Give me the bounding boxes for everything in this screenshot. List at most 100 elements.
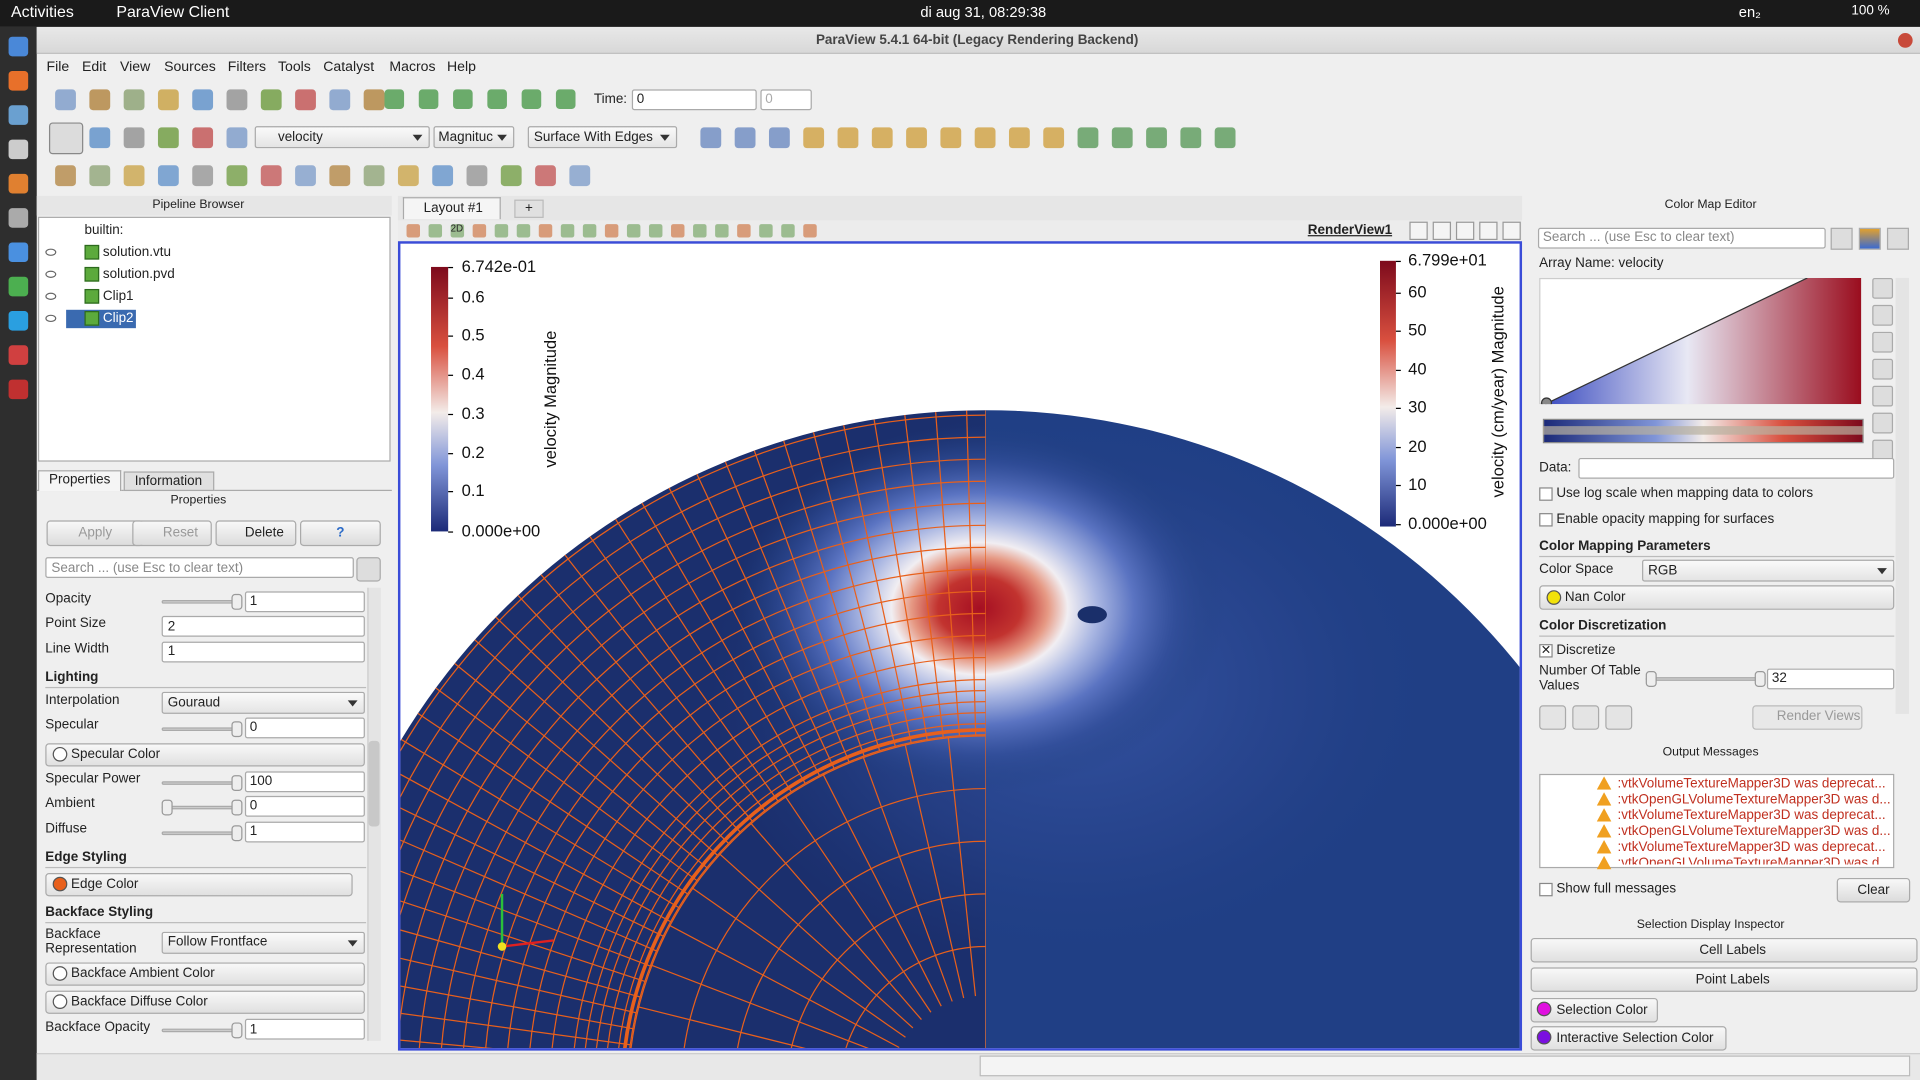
button[interactable] [1530,997,1658,1023]
pipeline-item[interactable]: Clip1 [102,288,134,304]
button[interactable] [1530,967,1918,992]
button[interactable] [215,520,297,547]
app-menu[interactable]: ParaView Client [116,2,230,21]
combo-box[interactable] [527,126,678,149]
view-tool[interactable] [560,224,575,238]
view-tool[interactable] [406,224,420,238]
input-field[interactable] [244,821,365,843]
slider-track[interactable] [161,1028,238,1033]
view-control[interactable] [1409,221,1428,240]
message[interactable]: :vtkVolumeTextureMapper3D was deprecat..… [1617,776,1886,792]
pipeline-item[interactable]: Clip2 [102,311,134,326]
input-field[interactable] [244,1018,365,1040]
view-tool[interactable] [538,224,553,238]
view-tool[interactable] [759,224,773,238]
tool-button[interactable] [500,165,522,187]
tool-button[interactable] [1872,331,1894,353]
tool-button[interactable] [123,89,145,111]
message[interactable]: :vtkOpenGLVolumeTextureMapper3D was d... [1617,824,1891,839]
view-tool[interactable] [803,224,817,238]
view-tool[interactable] [582,224,597,238]
new-tab[interactable]: + [525,200,533,216]
checkbox-label[interactable]: Show full messages [1556,881,1677,897]
tool-button[interactable] [295,89,316,111]
input-field[interactable] [244,771,365,793]
input-field[interactable] [161,641,365,663]
tool-button[interactable] [55,89,76,111]
tab-active[interactable] [37,470,122,492]
menu-item[interactable]: Edit [82,60,107,75]
clock[interactable]: di aug 31, 08:29:38 [920,3,1047,21]
tool-button[interactable] [363,165,385,187]
tool-button[interactable] [55,165,76,187]
tool-button-active[interactable] [48,122,84,155]
view-tool[interactable] [715,224,729,238]
dock-icon[interactable] [8,139,29,160]
tool-button[interactable] [192,127,214,149]
slider-handle[interactable] [231,775,243,792]
tool-button[interactable] [157,89,179,111]
tab[interactable]: Properties [48,472,111,488]
message[interactable]: :vtkOpenGLVolumeTextureMapper3D was d... [1617,792,1891,807]
tool-button[interactable] [1872,385,1894,407]
tool-button[interactable] [768,127,790,149]
tool-button[interactable] [521,89,542,109]
tool-button[interactable] [1572,705,1600,730]
eye-icon[interactable] [45,314,57,323]
combo-box[interactable] [161,931,365,954]
tool-button[interactable] [837,127,859,149]
tab[interactable] [514,199,544,218]
pipeline-item[interactable]: solution.vtu [102,244,172,260]
menu-item[interactable]: Help [446,60,476,75]
tool-button[interactable] [1146,127,1167,149]
dock-icon[interactable] [8,173,29,194]
view-control[interactable] [1455,221,1475,240]
tool-button[interactable] [432,165,454,187]
button[interactable] [1539,585,1895,610]
view-control[interactable] [1432,221,1452,240]
input-field[interactable] [244,717,365,739]
input-field[interactable] [760,89,812,111]
tool-button[interactable] [295,165,316,187]
tool-button[interactable] [226,127,248,149]
tool-button[interactable] [329,165,351,187]
activities-button[interactable]: Activities [11,2,74,21]
input-field[interactable] [161,615,365,637]
message[interactable]: :vtkVolumeTextureMapper3D was deprecat..… [1617,808,1886,823]
button-label[interactable]: ? [336,525,345,540]
transfer-function[interactable] [1539,277,1862,405]
slider-track[interactable] [161,831,238,836]
dock-icon[interactable] [8,311,29,331]
slider-handle[interactable] [231,593,243,610]
tab-active[interactable] [402,197,501,220]
button[interactable] [45,990,365,1014]
source-icon[interactable] [84,266,100,282]
checkbox-label[interactable]: Discretize [1556,642,1616,658]
button-label[interactable]: Interactive Selection Color [1556,1031,1714,1046]
gear-button[interactable] [356,557,381,582]
tool-button[interactable] [1539,705,1567,730]
slider-handle[interactable] [231,1022,243,1039]
button[interactable] [1530,937,1918,963]
tool-button[interactable] [192,89,214,111]
view-tool[interactable] [671,224,685,238]
battery[interactable]: 100 % [1851,3,1890,19]
view-tool[interactable] [428,224,443,238]
eye-icon[interactable] [45,248,57,256]
tool-button[interactable] [89,165,111,187]
checkbox[interactable] [1539,513,1553,527]
tool-button[interactable] [123,127,145,149]
input-field[interactable] [1578,457,1895,479]
view-tool[interactable] [604,224,619,238]
tool-button[interactable] [569,165,591,187]
pipeline-item[interactable]: solution.pvd [102,266,175,282]
view-2d-button[interactable]: 2D [450,222,464,234]
source-icon[interactable] [84,244,100,260]
tool-button[interactable] [1872,358,1894,380]
menu-item[interactable]: View [120,60,151,75]
tool-button[interactable] [1180,127,1202,149]
input-field[interactable] [1766,668,1895,690]
tool-button[interactable] [555,89,576,109]
button[interactable] [132,520,212,547]
view-tool[interactable] [693,224,707,238]
